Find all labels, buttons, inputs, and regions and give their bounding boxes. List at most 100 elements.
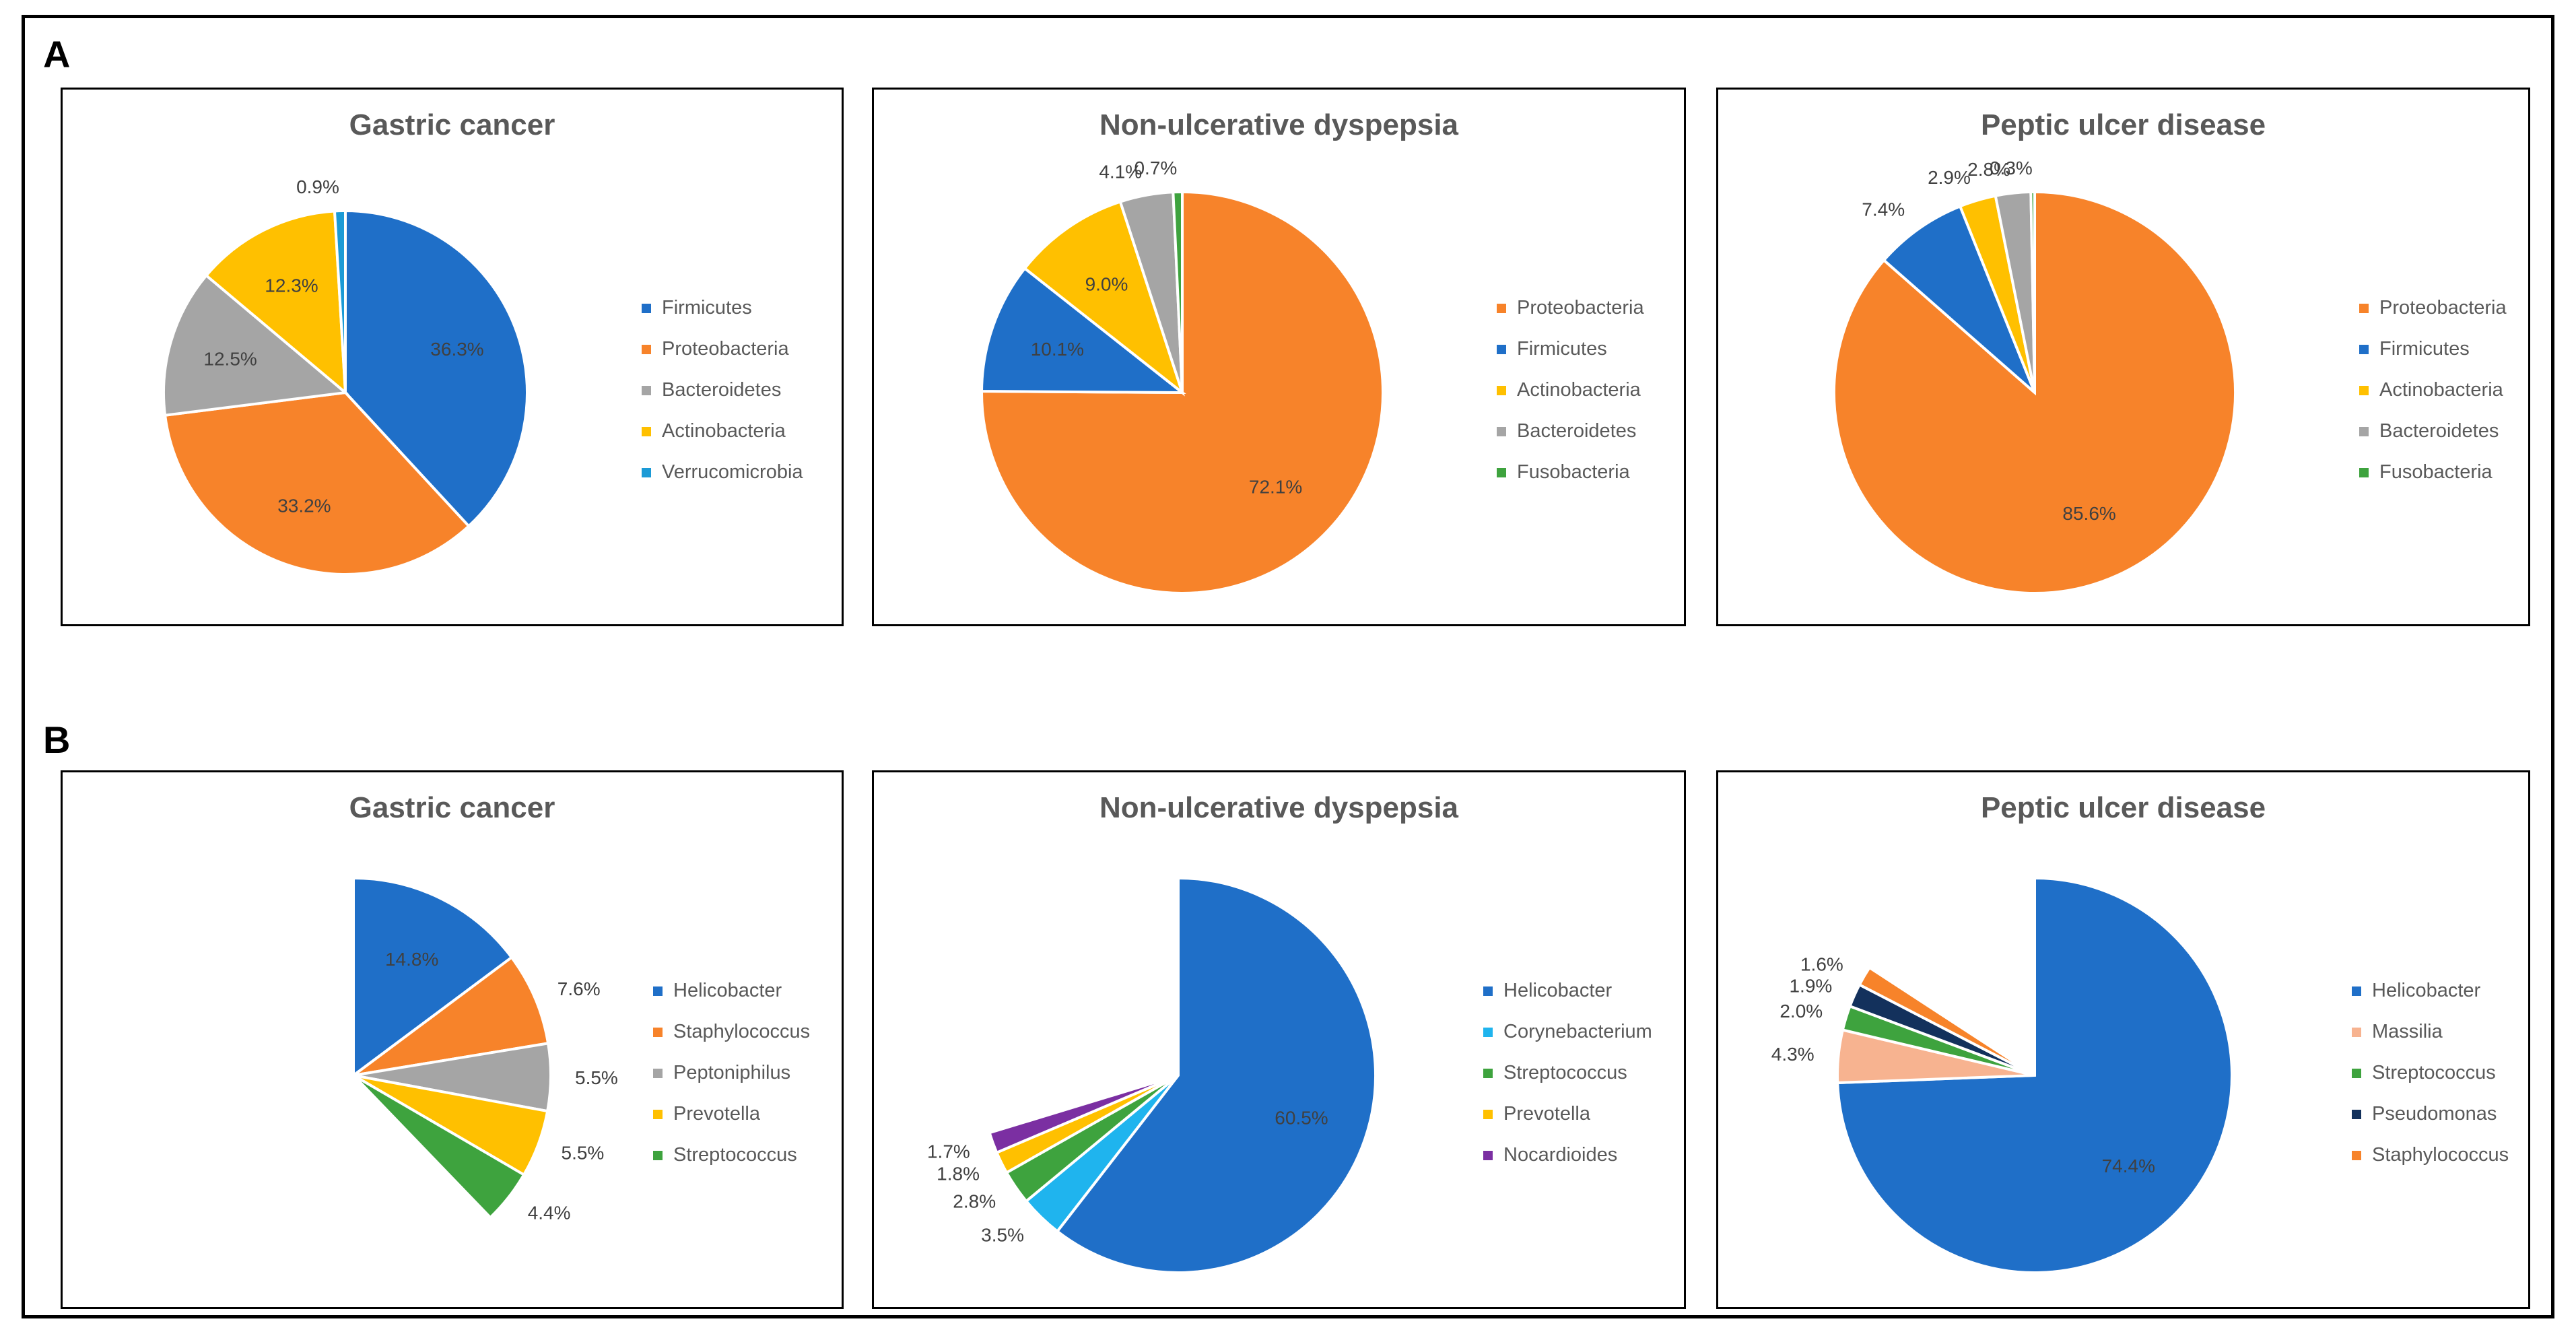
data-label-helicobacter: 60.5% bbox=[1275, 1108, 1328, 1129]
legend-label: Streptococcus bbox=[2372, 1062, 2496, 1083]
legend-label: Bacteroidetes bbox=[1517, 420, 1637, 442]
data-label-streptococcus: 2.8% bbox=[953, 1191, 996, 1212]
legend-swatch bbox=[2352, 1027, 2361, 1037]
data-label-massilia: 4.3% bbox=[1771, 1044, 1815, 1065]
legend-label: Proteobacteria bbox=[2379, 297, 2507, 319]
legend-swatch bbox=[2359, 385, 2369, 395]
legend-swatch bbox=[653, 1150, 663, 1160]
legend-item-nocardioides: Nocardioides bbox=[1483, 1135, 1652, 1176]
legend-item-bacteroidetes: Bacteroidetes bbox=[1497, 411, 1644, 452]
legend-swatch bbox=[1483, 1027, 1493, 1037]
pie-svg: 74.4% 4.3% 2.0% 1.9%1.6% bbox=[1771, 876, 2233, 1274]
pie-slice-firmicutes bbox=[344, 209, 529, 529]
pie-slice-staphylococcus bbox=[352, 956, 550, 1077]
data-label-streptococcus: 2.0% bbox=[1780, 1001, 1823, 1022]
legend-swatch bbox=[1483, 986, 1493, 996]
legend-label: Bacteroidetes bbox=[2379, 420, 2499, 442]
legend-item-actinobacteria: Actinobacteria bbox=[1497, 370, 1644, 411]
data-label-fusobacteria: 0.7% bbox=[1134, 158, 1177, 178]
chart-title: Gastric cancer bbox=[349, 108, 555, 141]
legend: Proteobacteria Firmicutes Actinobacteria Ba… bbox=[2359, 288, 2507, 493]
pie-svg: 60.5% 3.5% 2.8% 1.8%1.7% bbox=[927, 876, 1377, 1274]
data-label-actinobacteria: 9.0% bbox=[1085, 274, 1128, 295]
legend-label: Peptoniphilus bbox=[673, 1062, 791, 1083]
data-label-firmicutes: 7.4% bbox=[1862, 199, 1905, 220]
pie-slice-actinobacteria bbox=[1023, 200, 1185, 397]
legend-item-helicobacter: Helicobacter bbox=[2352, 970, 2509, 1011]
pie-slice-helicobacter bbox=[1055, 876, 1377, 1274]
legend-item-firmicutes: Firmicutes bbox=[1497, 329, 1644, 370]
data-label-pseudomonas: 1.9% bbox=[1789, 976, 1832, 997]
legend-item-streptococcus: Streptococcus bbox=[2352, 1052, 2509, 1094]
pie-slice-proteobacteria bbox=[980, 190, 1384, 595]
data-label-bacteroidetes: 2.8% bbox=[1967, 159, 2010, 180]
legend-swatch bbox=[642, 344, 651, 354]
chart-b-peptic-ulcer-disease: Peptic ulcer disease 74.4% 4.3% 2.0% 1.9% 1.… bbox=[1716, 770, 2530, 1309]
legend-label: Helicobacter bbox=[673, 980, 782, 1001]
legend-item-fusobacteria: Fusobacteria bbox=[2359, 452, 2507, 493]
legend-swatch bbox=[1483, 1109, 1493, 1119]
pie-svg: 14.8% 7.6% 5.5% 5.5% 4.4% bbox=[352, 876, 618, 1223]
data-label-actinobacteria: 12.3% bbox=[265, 275, 318, 296]
legend-swatch bbox=[2352, 1150, 2361, 1160]
panel-label-b: B bbox=[43, 718, 71, 761]
legend: Helicobacter Staphylococcus Peptoniphilus P… bbox=[653, 970, 810, 1176]
legend-item-pseudomonas: Pseudomonas bbox=[2352, 1094, 2509, 1135]
legend-label: Proteobacteria bbox=[662, 338, 789, 360]
legend-item-verrucomicrobia: Verrucomicrobia bbox=[642, 452, 803, 493]
legend-label: Fusobacteria bbox=[1517, 461, 1630, 483]
legend-swatch bbox=[642, 467, 651, 477]
legend-item-prevotella: Prevotella bbox=[653, 1094, 810, 1135]
legend-swatch bbox=[2359, 467, 2369, 477]
legend-swatch bbox=[653, 1027, 663, 1037]
pie-slice-bacteroidetes bbox=[162, 273, 349, 417]
data-label-nocardioides: 1.7% bbox=[927, 1141, 970, 1162]
chart-a-gastric-cancer: Gastric cancer 36.3% 33.2% 12.5% 12.3% 0.9% … bbox=[61, 88, 844, 626]
legend-item-massilia: Massilia bbox=[2352, 1011, 2509, 1052]
chart-title: Gastric cancer bbox=[349, 791, 555, 824]
legend-label: Prevotella bbox=[1503, 1103, 1590, 1125]
legend-item-firmicutes: Firmicutes bbox=[642, 288, 803, 329]
data-label-verrucomicrobia: 0.9% bbox=[296, 176, 339, 197]
data-label-helicobacter: 74.4% bbox=[2102, 1156, 2155, 1176]
legend-label: Nocardioides bbox=[1503, 1144, 1618, 1166]
legend: Helicobacter Corynebacterium Streptococcus… bbox=[1483, 970, 1652, 1176]
chart-title: Peptic ulcer disease bbox=[1980, 791, 2266, 824]
legend-label: Pseudomonas bbox=[2372, 1103, 2497, 1125]
chart-a-peptic-ulcer-disease: Peptic ulcer disease 85.6% 7.4% 2.9% 2.8% 0.… bbox=[1716, 88, 2530, 626]
legend-swatch bbox=[642, 426, 651, 436]
legend-label: Prevotella bbox=[673, 1103, 760, 1125]
legend-label: Firmicutes bbox=[1517, 338, 1607, 360]
legend-item-streptococcus: Streptococcus bbox=[653, 1135, 810, 1176]
legend-swatch bbox=[2359, 426, 2369, 436]
legend-item-helicobacter: Helicobacter bbox=[1483, 970, 1652, 1011]
legend: Helicobacter Massilia Streptococcus Pseudom… bbox=[2352, 970, 2509, 1176]
legend-label: Massilia bbox=[2372, 1021, 2443, 1042]
legend-label: Proteobacteria bbox=[1517, 297, 1644, 319]
legend-label: Streptococcus bbox=[1503, 1062, 1627, 1083]
panel-label-a: A bbox=[43, 33, 71, 75]
legend-label: Firmicutes bbox=[2379, 338, 2470, 360]
legend-label: Actinobacteria bbox=[662, 420, 786, 442]
legend-item-staphylococcus: Staphylococcus bbox=[653, 1011, 810, 1052]
pie-svg: 36.3% 33.2% 12.5% 12.3% 0.9% bbox=[162, 176, 529, 576]
legend-label: Corynebacterium bbox=[1503, 1021, 1652, 1042]
pie-slice-actinobacteria bbox=[204, 209, 347, 396]
data-label-staphylococcus: 1.6% bbox=[1800, 954, 1843, 974]
legend-label: Actinobacteria bbox=[2379, 379, 2503, 401]
data-label-helicobacter: 14.8% bbox=[385, 949, 438, 970]
legend-swatch bbox=[2359, 344, 2369, 354]
legend-item-firmicutes: Firmicutes bbox=[2359, 329, 2507, 370]
data-label-actinobacteria: 2.9% bbox=[1928, 167, 1971, 188]
pie-svg: 72.1% 10.1% 9.0% 4.1%0.7% bbox=[980, 158, 1384, 595]
legend-item-bacteroidetes: Bacteroidetes bbox=[2359, 411, 2507, 452]
legend-swatch bbox=[1497, 303, 1506, 313]
chart-b-non-ulcerative-dyspepsia: Non-ulcerative dyspepsia 60.5% 3.5% 2.8% 1.… bbox=[872, 770, 1686, 1309]
legend-swatch bbox=[653, 986, 663, 996]
data-label-bacteroidetes: 12.5% bbox=[203, 349, 257, 370]
pie-slice-streptococcus bbox=[352, 1074, 526, 1219]
figure-frame bbox=[22, 15, 2554, 1318]
data-label-proteobacteria: 72.1% bbox=[1249, 477, 1302, 498]
legend-label: Helicobacter bbox=[2372, 980, 2481, 1001]
data-label-firmicutes: 36.3% bbox=[430, 339, 483, 360]
